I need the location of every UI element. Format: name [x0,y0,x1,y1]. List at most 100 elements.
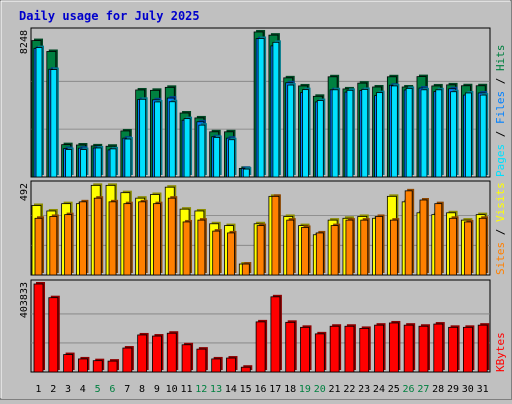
bar-sites-day-19 [301,225,311,276]
x-tick-label-day-12: 12 [195,384,207,395]
bar-kbytes-day-8-face [137,334,148,373]
bar-kbytes-day-1 [33,282,45,373]
x-tick-label-day-8: 8 [139,384,145,395]
bar-sites-day-9-face [153,203,161,276]
bar-kbytes-day-27 [418,324,430,373]
bar-pages-day-29-face [450,91,457,178]
panel-kbytes: 403833 KBytes [19,279,507,373]
y-max-label: 403833 [19,282,30,318]
bar-sites-day-30-face [463,221,472,276]
bar-pages-day-21-face [331,89,339,178]
bar-kbytes-day-17 [270,294,282,373]
bar-pages-day-9 [154,99,163,178]
bar-kbytes-day-13-face [211,358,222,373]
bar-pages-day-26-face [405,87,413,178]
bar-sites-day-8-face [138,201,147,276]
bar-sites-day-25-face [389,219,398,276]
bar-kbytes-day-16-face [255,321,266,373]
bar-sites-day-26 [404,188,415,276]
bar-kbytes-day-29 [448,325,460,373]
legend-separator: / [494,131,507,144]
bar-kbytes-day-28-face [433,323,444,373]
bar-pages-day-28-face [435,89,443,178]
bar-sites-day-29 [449,216,459,276]
bar-sites-day-2-face [49,216,58,276]
bar-sites-day-20-face [315,232,324,276]
bar-sites-day-16-face [256,225,265,276]
bar-kbytes-day-6 [107,359,120,373]
bar-sites-day-23-face [360,219,369,276]
bar-sites-day-21 [330,223,341,276]
bar-kbytes-day-22 [344,324,356,373]
bar-pages-day-27 [420,87,429,178]
x-tick-label-day-4: 4 [80,384,86,395]
x-tick-label-day-16: 16 [254,384,266,395]
bar-sites-day-15-face [241,263,250,276]
bar-pages-day-14-face [228,139,235,178]
bar-pages-day-23-face [361,89,369,178]
bar-pages-day-10 [168,99,178,178]
bar-kbytes-day-28 [433,322,445,373]
bar-pages-day-25-face [390,85,398,178]
bar-sites-day-7-face [123,203,132,276]
bar-sites-day-29-face [449,217,457,276]
bar-kbytes-day-19 [300,325,312,373]
bar-pages-day-2 [50,67,59,178]
x-tick-label-day-29: 29 [447,384,459,395]
legend-pages: Pages [494,144,507,177]
bar-sites-day-12-face [197,219,206,276]
bar-pages-day-1 [35,45,44,178]
bar-sites-day-27 [419,198,429,276]
bar-sites-day-1 [34,216,44,276]
legend-files: Files [494,91,507,131]
x-tick-label-day-18: 18 [284,384,296,395]
bar-pages-day-12 [198,123,207,178]
bar-pages-day-6-face [109,148,117,178]
bar-pages-day-22-face [346,89,354,178]
bar-sites-day-28 [434,201,444,276]
bar-kbytes-day-18 [285,320,297,373]
x-tick-label-day-9: 9 [154,384,160,395]
bar-kbytes-day-13 [211,356,223,373]
bar-sites-day-11 [182,219,193,276]
bar-kbytes-day-23 [359,326,371,373]
bar-pages-day-21 [331,87,341,178]
bar-kbytes-day-5-face [92,360,103,373]
legend-visits: Visits [494,182,507,228]
bar-kbytes-day-26 [403,323,416,373]
y-max-label: 492 [19,183,30,201]
legend-hits-files-pages: Pages / Files / Hits [494,45,507,178]
bar-kbytes-day-19-face [300,326,310,373]
x-tick-label-day-7: 7 [124,384,130,395]
bar-kbytes-day-23-face [359,328,370,373]
bar-pages-day-30-face [464,92,472,178]
bar-pages-day-8 [139,97,148,178]
x-tick-label-day-25: 25 [388,384,400,395]
x-tick-label-day-3: 3 [65,384,71,395]
bar-sites-day-11-face [182,221,191,276]
bar-pages-day-23 [361,87,370,178]
bar-pages-day-19-face [302,89,309,178]
bar-sites-day-31-face [478,217,487,276]
bar-kbytes-day-6-face [107,360,118,373]
bar-sites-day-30 [463,219,474,276]
bar-pages-day-3 [65,147,74,178]
bar-sites-day-4 [79,199,89,276]
bar-sites-day-10-face [167,197,176,276]
bar-kbytes-day-30-face [462,326,473,373]
x-tick-label-day-28: 28 [432,384,444,395]
bar-sites-day-16 [256,223,267,276]
bar-pages-day-20 [316,98,326,178]
bar-sites-day-24-face [375,216,383,276]
bar-pages-day-30 [464,90,474,178]
chart-title: Daily usage for July 2025 [19,9,200,23]
bar-pages-day-6 [109,146,119,178]
bar-sites-day-27-face [419,199,428,276]
bar-kbytes-day-9-face [152,335,162,373]
bar-sites-day-21-face [330,225,339,276]
x-tick-label-day-24: 24 [373,384,385,395]
bar-sites-day-25 [389,218,400,276]
